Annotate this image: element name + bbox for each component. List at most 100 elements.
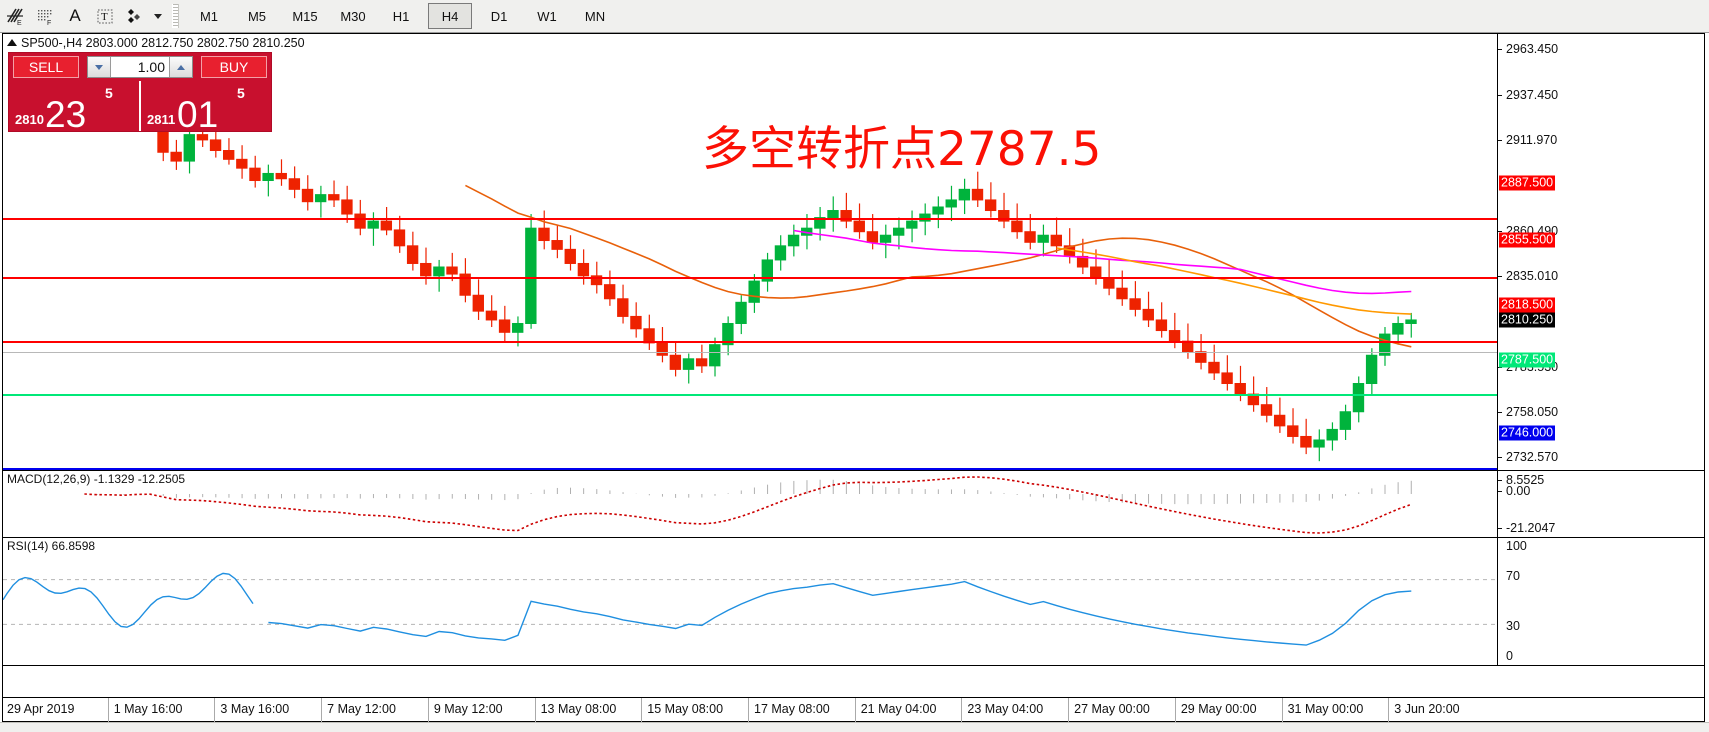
- price-tickmark: [1498, 94, 1502, 96]
- price-tickmark: [1498, 230, 1502, 232]
- current-price-line: [3, 352, 1497, 353]
- rsi-tick-label: 70: [1506, 569, 1520, 583]
- macd-tick-label: -21.2047: [1506, 521, 1556, 535]
- sell-price-prefix: 2810: [15, 112, 44, 127]
- resistance-line-2855[interactable]: [3, 277, 1497, 279]
- timeframe-mn[interactable]: MN: [584, 8, 606, 24]
- price-series-svg: [78, 86, 1417, 462]
- price-tickmark: [1498, 275, 1502, 277]
- support-line-2746[interactable]: [3, 468, 1497, 470]
- pivot-line-2787[interactable]: [3, 394, 1497, 396]
- top-toolbar: E F A: [0, 0, 1709, 33]
- timeframe-m30[interactable]: M30: [340, 8, 366, 24]
- grid-f-icon[interactable]: F: [30, 2, 60, 30]
- volume-decrease-button[interactable]: [88, 57, 111, 77]
- time-separator: [1388, 698, 1390, 722]
- macd-tickmark: [1498, 491, 1502, 492]
- price-tag-resistance[interactable]: 2887.500: [1499, 175, 1556, 191]
- time-separator: [321, 698, 323, 722]
- chevron-down-icon: [154, 13, 162, 19]
- sell-button[interactable]: SELL: [13, 56, 79, 78]
- price-tag-pivot[interactable]: 2787.500: [1499, 352, 1556, 368]
- time-tick-label: 15 May 08:00: [647, 702, 724, 716]
- time-tick-label: 1 May 16:00: [113, 702, 183, 716]
- sell-price-fraction: 5: [105, 85, 113, 101]
- one-click-trading-panel[interactable]: SELL 1.00 BUY 2810 23 5 2811: [9, 53, 271, 135]
- time-separator: [854, 698, 856, 722]
- volume-increase-button[interactable]: [169, 57, 192, 77]
- macd-plot-area[interactable]: [3, 471, 1497, 537]
- macd-tick-label: 8.5525: [1506, 473, 1545, 487]
- shapes-dropdown[interactable]: [150, 2, 166, 30]
- rsi-pane[interactable]: RSI(14) 66.8598 100 70 30 0: [3, 538, 1704, 666]
- macd-indicator-label: MACD(12,26,9) -1.1329 -12.2505: [7, 472, 186, 486]
- timeframe-m5[interactable]: M5: [247, 8, 267, 24]
- time-tick-label: 3 Jun 20:00: [1394, 702, 1460, 716]
- text-label-t-icon[interactable]: T: [90, 2, 120, 30]
- time-tick-label: 9 May 12:00: [433, 702, 503, 716]
- macd-pane[interactable]: MACD(12,26,9) -1.1329 -12.2505 8.5525 0.0…: [3, 471, 1704, 538]
- timeframe-h4[interactable]: H4: [428, 3, 472, 29]
- time-separator: [1068, 698, 1070, 722]
- price-tag-support[interactable]: 2746.000: [1499, 425, 1556, 441]
- oct-price-row: 2810 23 5 2811 01 5: [9, 81, 271, 135]
- text-a-icon[interactable]: A: [69, 6, 81, 25]
- chart-annotation-text: 多空转折点2787.5: [702, 122, 1102, 177]
- volume-stepper[interactable]: 1.00: [87, 56, 193, 78]
- time-tick-label: 17 May 08:00: [754, 702, 830, 716]
- rsi-plot-area[interactable]: [3, 538, 1497, 665]
- buy-price-fraction: 5: [237, 85, 245, 101]
- chevron-up-icon: [177, 64, 185, 70]
- macd-tickmark: [1498, 480, 1502, 481]
- buy-price-main: 01: [177, 94, 219, 135]
- time-tick-label: 21 May 04:00: [860, 702, 937, 716]
- price-tag-resistance[interactable]: 2818.500: [1499, 297, 1556, 313]
- chart-frame: SP500-,H4 2803.000 2812.750 2802.750 281…: [2, 33, 1705, 698]
- rsi-tick-label: 30: [1506, 619, 1520, 633]
- timeframe-m1[interactable]: M1: [199, 8, 219, 24]
- buy-button[interactable]: BUY: [201, 56, 267, 78]
- time-separator: [1281, 698, 1283, 722]
- timeframe-d1[interactable]: D1: [490, 8, 508, 24]
- price-tick-label: 2732.570: [1506, 449, 1559, 464]
- resistance-line-2887[interactable]: [3, 218, 1497, 220]
- time-separator: [748, 698, 749, 722]
- time-tick-label: 27 May 00:00: [1074, 702, 1150, 716]
- timeframe-w1[interactable]: W1: [537, 8, 557, 24]
- time-tick-label: 7 May 12:00: [327, 702, 396, 716]
- price-pane[interactable]: SP500-,H4 2803.000 2812.750 2802.750 281…: [3, 34, 1704, 471]
- chart-symbol-header: SP500-,H4 2803.000 2812.750 2802.750 281…: [7, 36, 305, 50]
- time-tick-label: 29 Apr 2019: [7, 702, 75, 716]
- crosshair-e-icon[interactable]: E: [0, 2, 30, 30]
- price-plot-area[interactable]: [3, 34, 1497, 470]
- price-tag-resistance[interactable]: 2855.500: [1499, 232, 1556, 248]
- oct-top-row: SELL 1.00 BUY: [9, 53, 271, 81]
- price-tickmark: [1498, 411, 1502, 413]
- price-tag-current-price[interactable]: 2810.250: [1499, 312, 1556, 328]
- time-tick-label: 23 May 04:00: [967, 702, 1044, 716]
- shapes-icon[interactable]: [120, 2, 150, 30]
- time-axis[interactable]: 29 Apr 2019 1 May 16:00 3 May 16:00 7 May 1…: [2, 698, 1705, 722]
- time-separator: [641, 698, 643, 722]
- svg-text:T: T: [101, 11, 108, 23]
- volume-input[interactable]: 1.00: [137, 59, 165, 75]
- price-tick-label: 2963.450: [1506, 42, 1559, 57]
- timeframe-h1[interactable]: H1: [392, 8, 410, 24]
- time-separator: [1174, 698, 1176, 722]
- svg-text:F: F: [47, 20, 51, 27]
- time-tick-label: 31 May 00:00: [1287, 702, 1364, 716]
- chart-symbol-text: SP500-,H4 2803.000 2812.750 2802.750 281…: [21, 36, 305, 50]
- price-tick-label: 2835.010: [1506, 268, 1559, 283]
- sell-price-block[interactable]: 2810 23 5: [9, 81, 141, 133]
- time-separator: [427, 698, 429, 722]
- time-tick-label: 3 May 16:00: [220, 702, 290, 716]
- buy-price-block[interactable]: 2811 01 5: [141, 81, 271, 135]
- resistance-line-2818[interactable]: [3, 341, 1497, 343]
- buy-price-prefix: 2811: [147, 112, 176, 127]
- rsi-series-svg: [3, 572, 1497, 646]
- price-axis[interactable]: 2963.450 2937.450 2911.970 2860.490 2835.010…: [1497, 34, 1704, 470]
- toolbar-grip[interactable]: [172, 4, 179, 28]
- timeframe-m15[interactable]: M15: [292, 8, 318, 24]
- price-tick-label: 2758.050: [1506, 404, 1559, 419]
